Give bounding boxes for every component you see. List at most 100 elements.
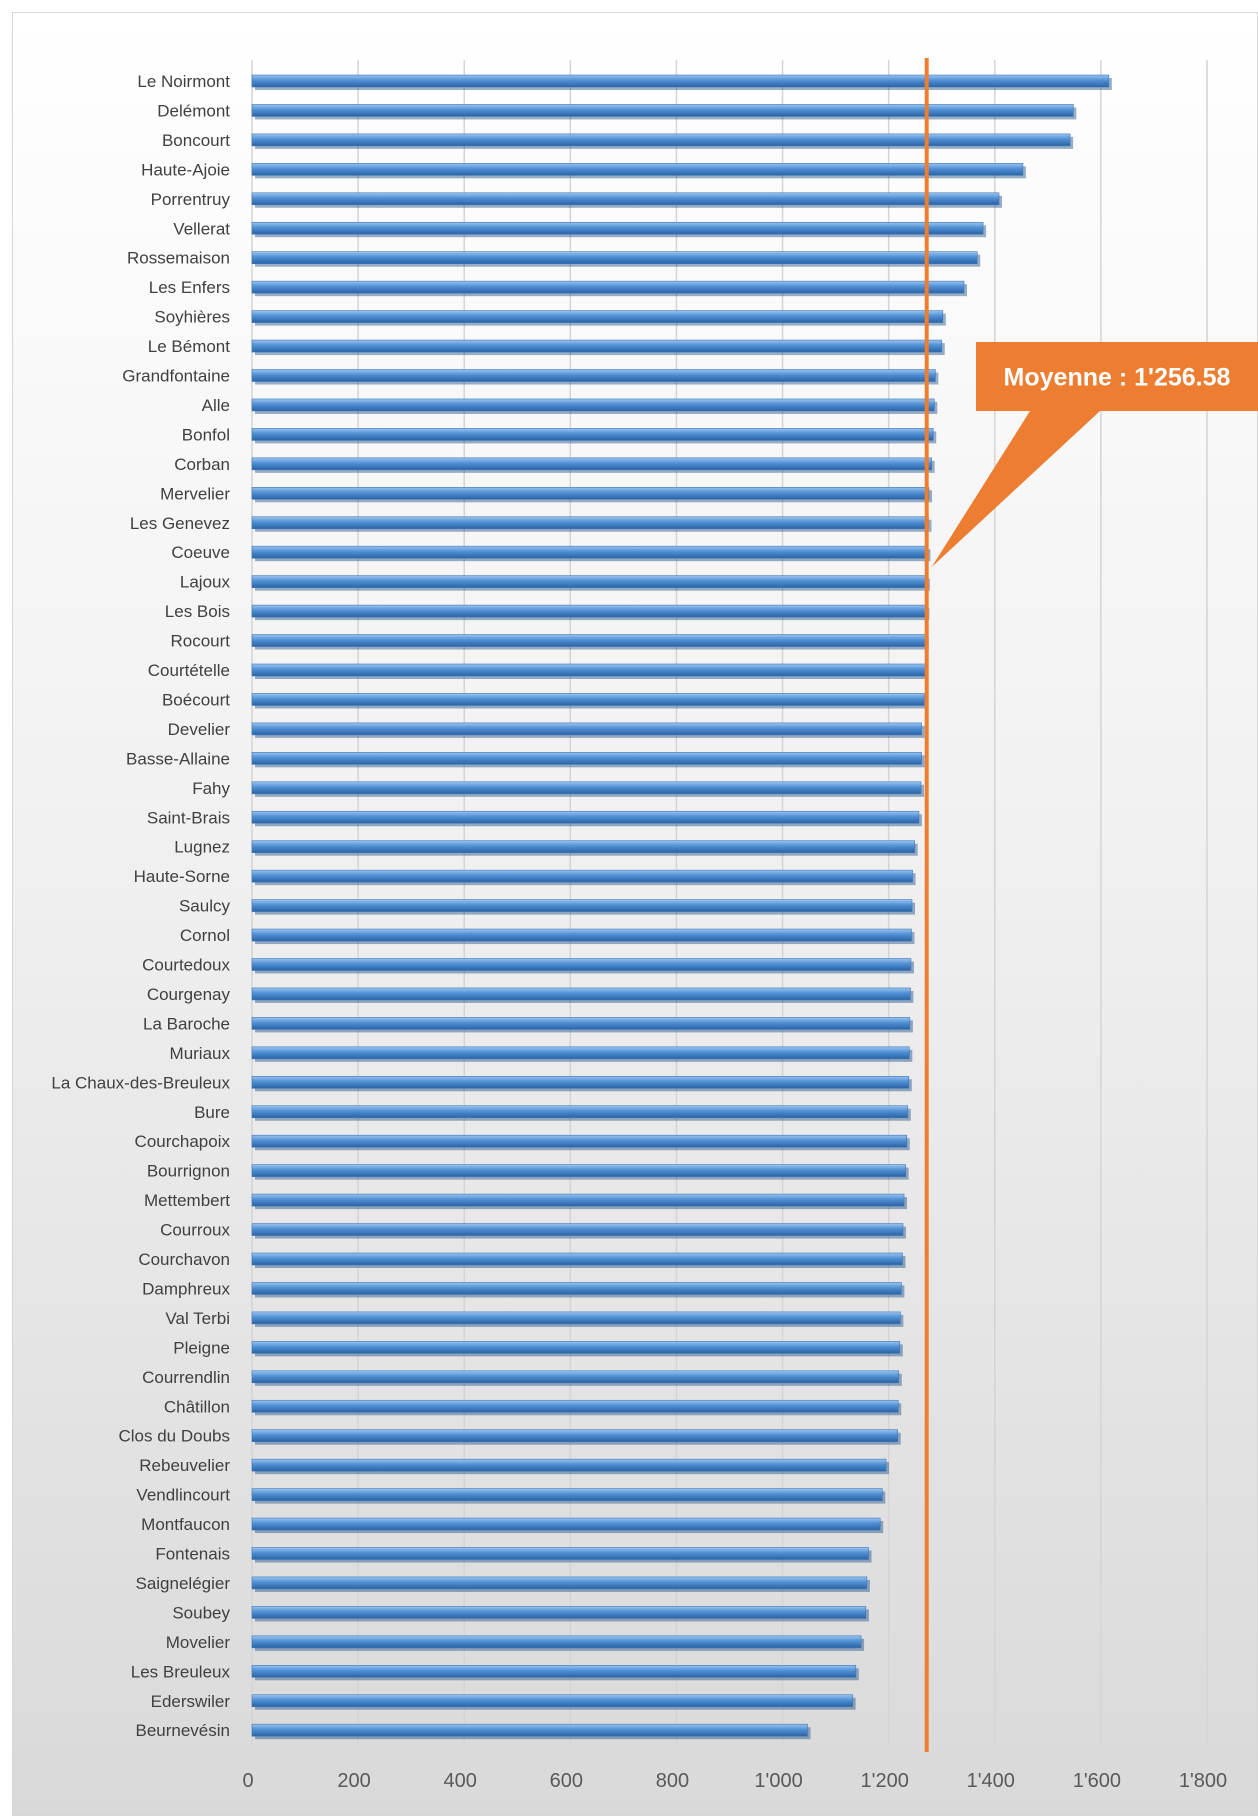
bar [251,545,928,559]
bar [251,663,926,677]
category-label: Courgenay [147,985,231,1004]
x-tick-label: 1'600 [1073,1770,1121,1792]
bar [251,869,913,883]
bar [251,457,932,471]
bar [251,339,943,353]
category-label: Val Terbi [165,1309,230,1328]
category-label: Pleigne [173,1338,230,1357]
bar [251,428,934,441]
category-label: Vellerat [173,219,230,238]
bar [251,604,927,618]
category-label: Bure [194,1103,230,1122]
category-label: Grandfontaine [122,367,230,386]
bar [251,1547,869,1560]
bar [251,74,1110,88]
x-tick-label: 1'000 [754,1770,802,1792]
category-label: Rebeuvelier [139,1456,230,1475]
bar [251,1694,853,1708]
bar [251,192,1000,206]
bar [251,1105,909,1119]
bar [251,840,915,854]
category-label: Courrendlin [142,1368,230,1387]
category-label: Haute-Sorne [134,867,230,886]
x-tick-label: 600 [550,1770,583,1792]
bar [251,928,912,942]
category-label: Les Breuleux [131,1662,231,1681]
bar [251,752,922,765]
bar [251,1576,868,1590]
category-label: La Chaux-des-Breuleux [51,1073,230,1092]
category-label: Muriaux [170,1044,231,1063]
bar [251,899,913,912]
bar [251,1193,905,1207]
bars [251,74,1112,1740]
bar [251,398,935,412]
bar [251,133,1071,147]
bar [251,575,928,588]
category-label: Soubey [172,1603,230,1622]
bar [251,1370,900,1384]
bar [251,1665,857,1678]
category-label: Corban [174,455,230,474]
category-labels: Le Noirmont Delémont Boncourt Haute-Ajoie Po… [51,72,230,1740]
category-label: Courchavon [138,1250,230,1269]
bar [251,722,922,736]
category-label: Fontenais [155,1545,230,1564]
category-label: Les Enfers [149,278,230,297]
category-label: Les Bois [165,602,230,621]
bar [251,516,929,530]
category-label: Damphreux [142,1279,230,1298]
callout-shape [931,342,1258,567]
category-label: La Baroche [143,1014,230,1033]
x-tick-label: 400 [444,1770,477,1792]
category-label: Mervelier [160,484,230,503]
category-label: Rocourt [170,632,230,651]
bar [251,1252,903,1266]
bar [251,693,925,706]
category-label: Bourrignon [147,1162,230,1181]
category-label: Bonfol [182,425,230,444]
bar [251,251,978,264]
bar [251,1635,862,1649]
bar [251,781,922,795]
category-label: Saint-Brais [147,808,230,827]
category-label: Alle [202,396,230,415]
bar [251,1076,910,1089]
bar [251,1517,881,1531]
category-label: Châtillon [164,1397,230,1416]
bar [251,1458,887,1472]
bar [251,1606,867,1619]
category-label: Basse-Allaine [126,749,230,768]
category-label: Boécourt [162,690,230,709]
x-tick-label: 1'200 [861,1770,909,1792]
bar [251,1488,883,1501]
category-label: Le Noirmont [137,72,230,91]
category-label: Porrentruy [151,190,231,209]
category-label: Clos du Doubs [118,1427,230,1446]
category-label: Haute-Ajoie [141,160,230,179]
x-tick-label: 800 [656,1770,689,1792]
bar [251,1134,908,1148]
category-label: Delémont [157,101,230,120]
bar [251,1399,899,1413]
category-label: Courchapoix [135,1132,231,1151]
callout-text: Moyenne : 1'256.58 [1004,364,1231,392]
category-label: Develier [168,720,231,739]
category-label: Montfaucon [141,1515,230,1534]
bar [251,1223,904,1236]
bar [251,1311,901,1325]
bar [251,1282,902,1295]
x-tick-label: 1'800 [1179,1770,1227,1792]
bar [251,1723,808,1737]
x-tick-label: 1'400 [967,1770,1015,1792]
category-label: Lugnez [174,838,230,857]
x-tick-label: 200 [337,1770,370,1792]
category-label: Boncourt [162,131,230,150]
bar [251,104,1074,117]
bar [251,1164,906,1177]
category-label: Soyhières [154,308,230,327]
bar [251,1341,901,1354]
category-label: Rossemaison [127,249,230,268]
bar [251,987,911,1001]
